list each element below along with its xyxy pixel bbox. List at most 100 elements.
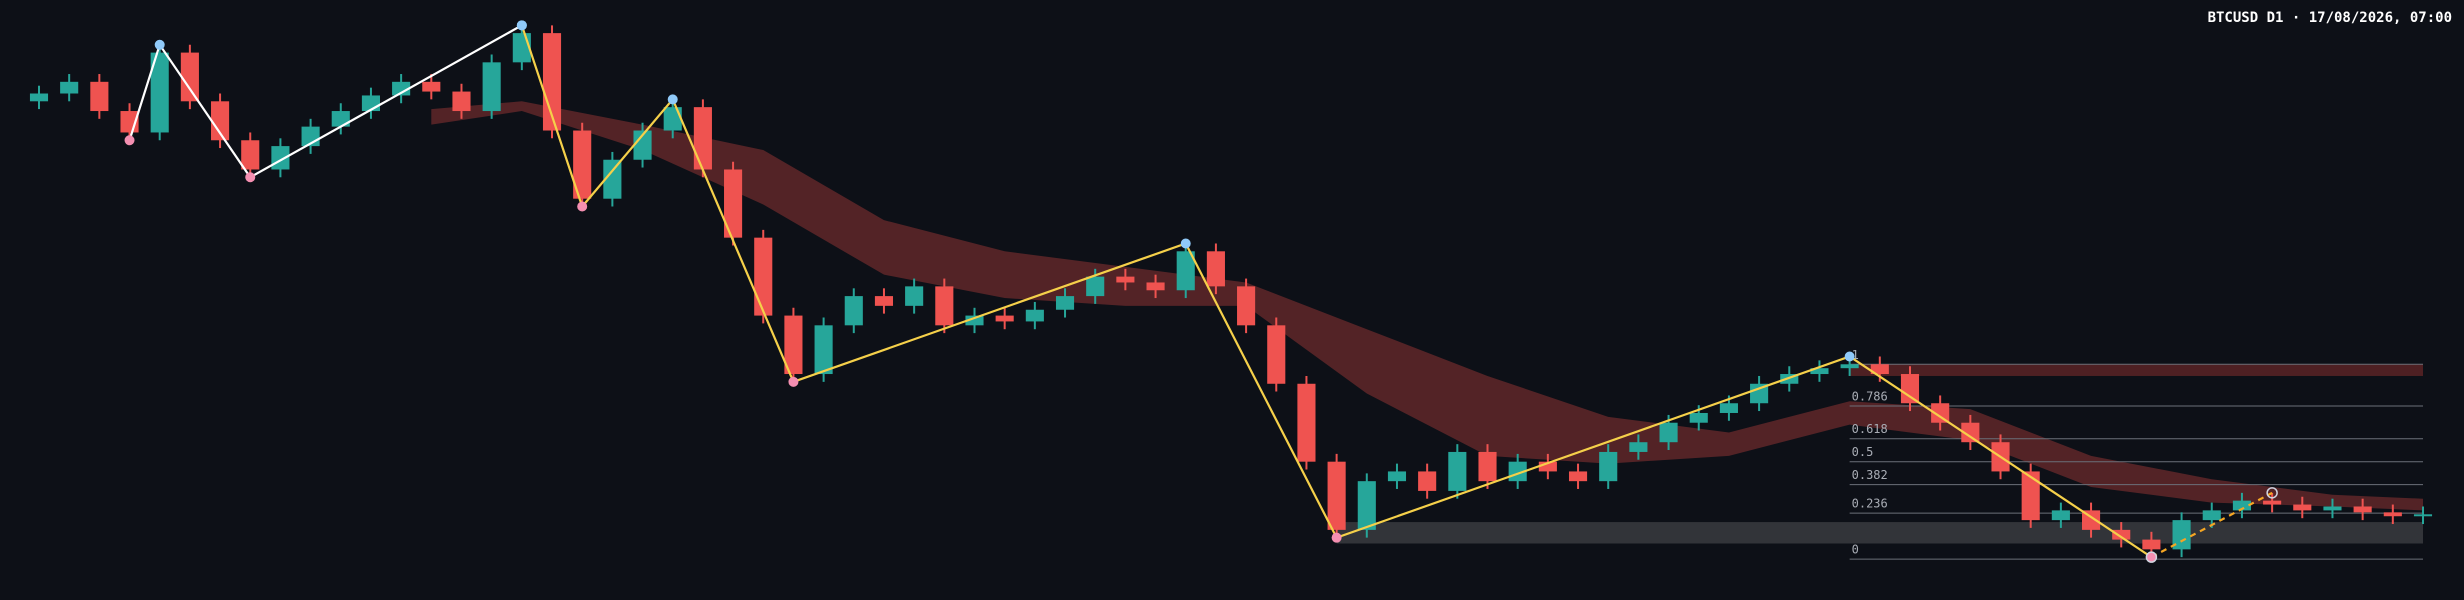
zigzag-line [520, 24, 2153, 559]
candle-body [1327, 461, 1346, 530]
candle-body [1750, 383, 1769, 404]
candle-body [1387, 471, 1407, 482]
candle-body [1237, 286, 1256, 326]
candle-body [1870, 364, 1889, 375]
pivot-point [1331, 532, 1342, 543]
fib-label: 0.5 [1852, 445, 1874, 459]
fib-label: 1 [1852, 348, 1859, 362]
candle-body [905, 286, 924, 306]
candle-body [633, 130, 652, 160]
candle-body [1418, 471, 1437, 491]
pivot-point [2145, 551, 2158, 563]
candle-body [844, 296, 863, 326]
candle-body [29, 93, 49, 102]
fib-label: 0 [1852, 543, 1859, 557]
zigzag-line [128, 24, 523, 179]
candle-body [663, 107, 682, 131]
candle-body [1840, 364, 1859, 369]
pivot-point [788, 376, 799, 387]
candle-body [1931, 403, 1950, 423]
pivot-point [1844, 351, 1855, 362]
pivot-point [245, 172, 256, 183]
candle-body [1478, 451, 1497, 482]
candle-body [965, 315, 984, 326]
pivot-point [516, 20, 527, 31]
pivot-point [577, 201, 588, 212]
pivot-point [1180, 238, 1191, 249]
zigzag-layer [124, 20, 2278, 563]
chart-title: BTCUSD D1 · 17/08/2026, 07:00 [2208, 10, 2452, 26]
zone [1849, 364, 2423, 376]
fib-label: 0.236 [1852, 497, 1888, 511]
candle-body [1810, 368, 1829, 375]
candle-body [1448, 451, 1467, 491]
candle-body [2142, 539, 2161, 550]
candle-body [1900, 374, 1920, 404]
candle-body [2323, 506, 2342, 511]
candle-body [2353, 506, 2372, 513]
candle-body [1629, 442, 1648, 452]
candle-body [1357, 481, 1376, 530]
candle-body [2172, 520, 2191, 550]
candle-body [2263, 500, 2282, 505]
pivot-point [124, 135, 135, 146]
pivot-point [667, 94, 678, 105]
candle-body [1086, 276, 1105, 297]
candle-body [573, 130, 592, 199]
fib-label: 0.786 [1852, 389, 1888, 403]
candle-body [542, 33, 562, 131]
candle-body [1689, 412, 1708, 423]
candle-body [2293, 504, 2312, 511]
ribbon-area [431, 101, 2423, 511]
candle-body [995, 315, 1014, 322]
candle-body [1599, 451, 1618, 482]
candle-body [2232, 500, 2251, 511]
fib-label: 0.618 [1852, 422, 1888, 436]
candle-body [482, 62, 501, 112]
candle-body [784, 315, 803, 375]
candle-body [1719, 403, 1738, 413]
candle-body [2383, 512, 2402, 517]
candle-body [1568, 471, 1588, 482]
candles [29, 25, 2433, 558]
candle-body [2112, 529, 2131, 540]
candle-body [1538, 461, 1557, 472]
candle-body [1961, 422, 1980, 443]
zone [1336, 522, 2423, 544]
candle-body [754, 237, 773, 316]
candle-body [2051, 510, 2070, 521]
candle-body [211, 101, 230, 141]
candle-body [1267, 325, 1286, 384]
ribbon-layer [431, 101, 2423, 511]
candle-body [2413, 514, 2433, 517]
candle-body [2021, 471, 2040, 521]
candle-body [2202, 510, 2221, 521]
candle-body [241, 140, 260, 170]
pivot-point [2266, 487, 2278, 499]
candle-body [603, 159, 622, 199]
candle-body [331, 111, 350, 127]
candle-body [150, 52, 169, 133]
fib-layer: 1 0.786 0.618 0.5 0.382 0.236 0 [1849, 348, 2423, 560]
candle-body [452, 91, 471, 112]
pivot-point [2146, 552, 2157, 563]
fib-label: 0.382 [1852, 468, 1888, 482]
candle-body [1116, 276, 1135, 283]
candle-body [422, 81, 441, 92]
candle-body [392, 81, 411, 96]
pivot-point [154, 39, 165, 50]
candle-body [814, 325, 833, 375]
candle-body [724, 169, 743, 238]
candle-body [874, 296, 894, 306]
candle-body [1176, 251, 1195, 291]
candle-body [1659, 422, 1678, 443]
candle-body [693, 107, 712, 170]
candle-body [1297, 383, 1316, 462]
zigzag-line [2150, 491, 2273, 559]
candle-body [1055, 296, 1075, 310]
candle-body [180, 52, 199, 102]
candle-body [935, 286, 954, 326]
candle-body [1206, 251, 1225, 287]
